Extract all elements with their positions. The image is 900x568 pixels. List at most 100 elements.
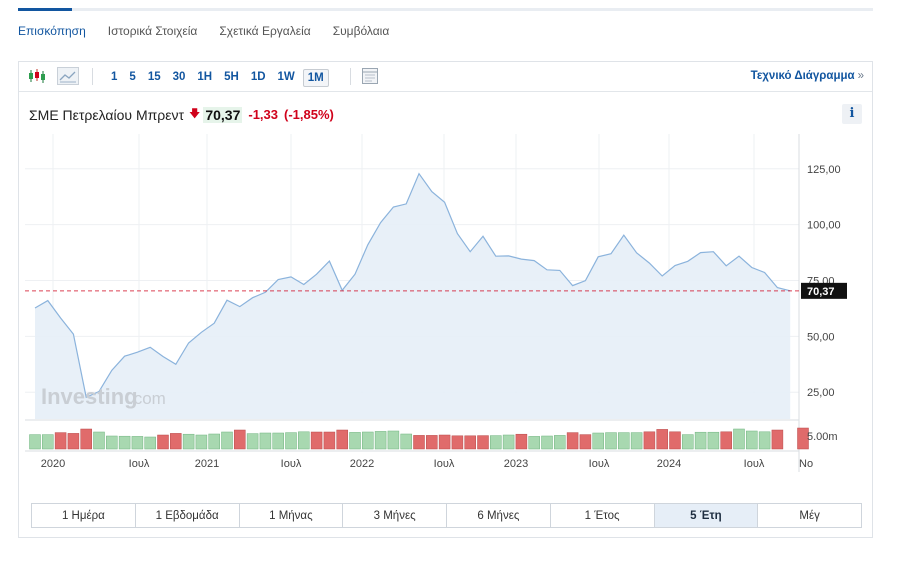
data-point xyxy=(507,255,509,257)
instrument-name: ΣΜΕ Πετρελαίου Μπρεντ xyxy=(29,106,185,123)
data-point xyxy=(392,206,394,208)
tab-contracts[interactable]: Συμβόλαια xyxy=(332,24,390,38)
interval-1h[interactable]: 1H xyxy=(197,71,213,83)
quote-header: ΣΜΕ Πετρελαίου Μπρεντ 🡇 70,37 -1,33 (-1,… xyxy=(29,105,334,124)
data-point xyxy=(495,255,497,257)
tab-overview[interactable]: Επισκόπηση xyxy=(18,24,86,38)
volume-bar xyxy=(29,434,41,450)
double-chevron-right-icon: » xyxy=(857,70,864,82)
data-point xyxy=(738,255,740,257)
x-tick-label: 2020 xyxy=(41,458,65,470)
y-tick-label: 25,00 xyxy=(807,387,835,399)
volume-bar xyxy=(272,432,284,450)
data-point xyxy=(175,363,177,365)
interval-5h[interactable]: 5H xyxy=(224,71,239,83)
volume-bar xyxy=(669,431,681,450)
volume-bar xyxy=(733,428,745,450)
volume-bar xyxy=(477,435,489,450)
volume-bar xyxy=(694,431,707,450)
interval-selector: 1 5 15 30 1H 5H 1D 1W 1M xyxy=(105,69,331,87)
data-point xyxy=(431,190,433,192)
data-point xyxy=(443,201,445,203)
volume-bar xyxy=(221,431,233,450)
volume-bar xyxy=(502,434,515,450)
candlestick-icon[interactable] xyxy=(27,67,47,85)
data-point xyxy=(584,280,586,282)
price-chart[interactable]: Investing .com 125,00100,0075,0050,0025,… xyxy=(19,62,872,502)
data-point xyxy=(47,299,49,301)
volume-bar xyxy=(157,434,169,450)
data-point xyxy=(776,286,778,288)
x-tick-label: Νο xyxy=(799,458,813,470)
interval-30[interactable]: 30 xyxy=(172,71,186,83)
last-price-badge-label: 70,37 xyxy=(807,286,835,298)
range-1-year[interactable]: 1 Έτος xyxy=(551,504,655,527)
data-point xyxy=(290,276,292,278)
data-point xyxy=(661,275,663,277)
volume-bar xyxy=(80,428,92,450)
volume-bar xyxy=(298,431,310,450)
range-1-week[interactable]: 1 Εβδομάδα xyxy=(136,504,240,527)
volume-bar xyxy=(630,432,643,450)
data-point xyxy=(610,252,612,254)
volume-bar xyxy=(451,435,464,450)
range-6-months[interactable]: 6 Μήνες xyxy=(447,504,551,527)
line-chart-icon[interactable] xyxy=(57,67,79,85)
info-button[interactable]: i xyxy=(842,104,862,124)
range-5-years[interactable]: 5 Έτη xyxy=(654,504,759,527)
data-point xyxy=(520,258,522,260)
technical-chart-label: Τεχνικό Διάγραμμα xyxy=(750,70,855,82)
volume-bar xyxy=(490,435,502,450)
interval-1w[interactable]: 1W xyxy=(277,71,295,83)
y-tick-label: 125,00 xyxy=(807,164,841,176)
y-tick-label: 100,00 xyxy=(807,220,841,232)
calendar-icon[interactable] xyxy=(360,67,380,85)
y-tick-label: 50,00 xyxy=(807,331,835,343)
data-point xyxy=(213,322,215,324)
active-tab-indicator xyxy=(18,8,72,11)
volume-scale-label: 5.00m xyxy=(807,431,838,443)
data-point xyxy=(725,265,727,267)
data-point xyxy=(111,369,113,371)
range-3-months[interactable]: 3 Μήνες xyxy=(343,504,447,527)
volume-bar xyxy=(656,429,668,450)
volume-bar xyxy=(170,433,182,450)
interval-15[interactable]: 15 xyxy=(147,71,161,83)
tab-historical-data[interactable]: Ιστορικά Στοιχεία xyxy=(107,24,198,38)
interval-1m[interactable]: 1M xyxy=(302,69,329,87)
range-1-month[interactable]: 1 Μήνας xyxy=(240,504,344,527)
volume-bar xyxy=(528,436,540,450)
data-point xyxy=(623,234,625,236)
volume-bar xyxy=(259,432,272,450)
data-point xyxy=(187,342,189,344)
data-point xyxy=(418,173,420,175)
volume-bar xyxy=(106,435,118,450)
volume-bar xyxy=(541,435,553,450)
interval-5[interactable]: 5 xyxy=(129,71,136,83)
technical-chart-link[interactable]: Τεχνικό Διάγραμμα» xyxy=(751,70,864,82)
chart-toolbar: 1 5 15 30 1H 5H 1D 1W 1M Τεχνικό Διάγραμ… xyxy=(19,62,872,92)
chart-widget: 1 5 15 30 1H 5H 1D 1W 1M Τεχνικό Διάγραμ… xyxy=(18,61,873,538)
tab-related-instruments[interactable]: Σχετικά Εργαλεία xyxy=(219,24,311,38)
volume-bar xyxy=(310,431,323,450)
data-point xyxy=(354,273,356,275)
volume-bar xyxy=(93,431,105,450)
volume-bar xyxy=(131,436,144,450)
interval-1[interactable]: 1 xyxy=(111,71,118,83)
data-point xyxy=(699,251,701,253)
volume-bar xyxy=(67,433,80,450)
volume-bar xyxy=(554,435,566,450)
range-1-day[interactable]: 1 Ημέρα xyxy=(32,504,136,527)
data-point xyxy=(763,271,765,273)
volume-bar xyxy=(42,434,54,450)
price-change: -1,33 xyxy=(248,107,279,122)
volume-bar xyxy=(285,432,297,450)
data-point xyxy=(315,273,317,275)
interval-1d[interactable]: 1D xyxy=(250,71,266,83)
data-point xyxy=(533,259,535,261)
price-change-percent: (-1,85%) xyxy=(284,107,334,122)
range-max[interactable]: Μέγ xyxy=(799,509,820,522)
volume-bar xyxy=(771,429,784,450)
volume-bar xyxy=(336,429,348,450)
x-tick-label: Ιουλ xyxy=(744,458,765,470)
